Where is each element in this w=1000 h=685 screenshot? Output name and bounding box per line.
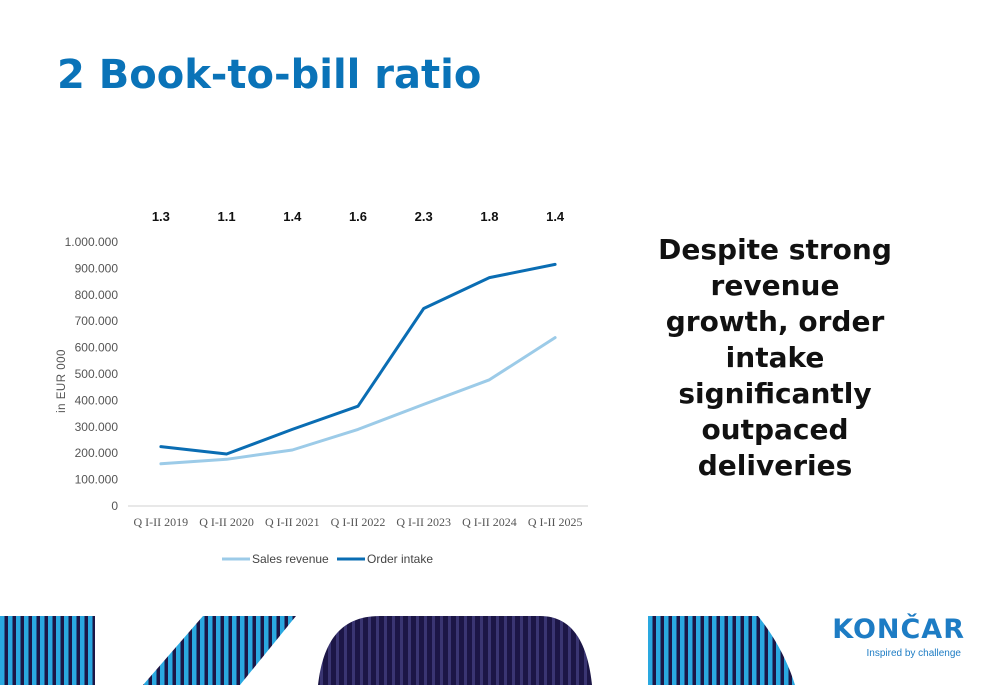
y-tick-label: 100.000 — [75, 473, 119, 487]
y-tick-label: 800.000 — [75, 288, 119, 302]
y-tick-label: 1.000.000 — [65, 235, 119, 249]
series-lines — [159, 262, 557, 466]
series-line — [159, 336, 557, 466]
x-tick-label: Q I-II 2025 — [528, 515, 583, 529]
key-message: Despite strong revenue growth, order int… — [658, 233, 892, 482]
y-tick-label: 0 — [111, 499, 118, 513]
ratio-label: 1.6 — [349, 209, 367, 224]
stripe-block-diagonal — [143, 616, 296, 685]
logo-wordmark: KONČAR — [832, 614, 965, 645]
series-line — [159, 262, 557, 456]
stripe-block-right — [648, 616, 795, 685]
y-tick-label: 300.000 — [75, 420, 119, 434]
ratio-label: 1.1 — [218, 209, 236, 224]
ratio-label: 1.3 — [152, 209, 170, 224]
y-tick-label: 700.000 — [75, 314, 119, 328]
page-title: 2 Book-to-bill ratio — [57, 52, 482, 98]
stripe-block-left — [0, 616, 95, 685]
ratio-label: 2.3 — [415, 209, 433, 224]
ratio-label: 1.8 — [480, 209, 498, 224]
y-tick-label: 500.000 — [75, 367, 119, 381]
y-axis-label: in EUR 000 — [56, 349, 68, 413]
ratio-labels: 1.3 1.1 1.4 1.6 2.3 1.8 1.4 — [152, 209, 565, 224]
y-axis-ticks: 0 100.000 200.000 300.000 400.000 500.000 600.… — [65, 235, 119, 513]
decorative-stripes — [0, 616, 795, 685]
y-tick-label: 200.000 — [75, 446, 119, 460]
x-tick-label: Q I-II 2021 — [265, 515, 320, 529]
x-tick-label: Q I-II 2019 — [134, 515, 189, 529]
ratio-label: 1.4 — [546, 209, 565, 224]
x-tick-label: Q I-II 2023 — [396, 515, 451, 529]
koncar-logo: KONČAR Inspired by challenge — [815, 612, 965, 662]
y-tick-label: 400.000 — [75, 393, 119, 407]
y-tick-label: 600.000 — [75, 341, 119, 355]
logo-tagline: Inspired by challenge — [866, 648, 961, 659]
legend: Sales revenue Order intake — [222, 552, 433, 566]
stripe-block-arch — [318, 616, 592, 685]
x-tick-label: Q I-II 2020 — [199, 515, 254, 529]
legend-label: Sales revenue — [252, 552, 329, 566]
y-tick-label: 900.000 — [75, 261, 119, 275]
legend-label: Order intake — [367, 552, 433, 566]
x-tick-label: Q I-II 2022 — [331, 515, 386, 529]
ratio-label: 1.4 — [283, 209, 302, 224]
x-axis-ticks: Q I-II 2019 Q I-II 2020 Q I-II 2021 Q I-II … — [134, 515, 583, 529]
x-tick-label: Q I-II 2024 — [462, 515, 517, 529]
line-chart: 1.3 1.1 1.4 1.6 2.3 1.8 1.4 0 100.000 200.000 300… — [56, 209, 588, 566]
